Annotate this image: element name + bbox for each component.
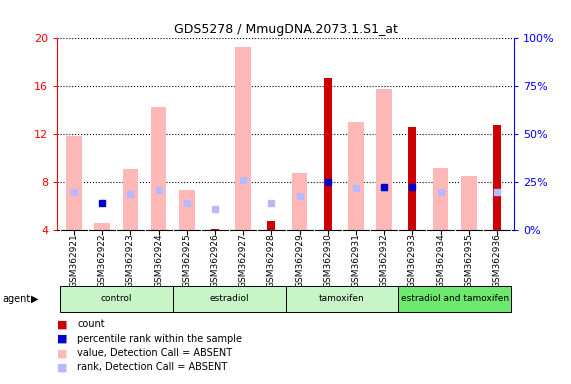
Bar: [94, 223, 110, 230]
Bar: [151, 107, 166, 230]
Bar: [235, 47, 251, 230]
Bar: [348, 122, 364, 230]
Text: tamoxifen: tamoxifen: [319, 294, 365, 303]
Bar: [461, 176, 477, 230]
Text: GSM362921: GSM362921: [70, 233, 79, 288]
Text: GSM362928: GSM362928: [267, 233, 276, 288]
Bar: [292, 173, 307, 230]
FancyBboxPatch shape: [399, 286, 511, 311]
FancyBboxPatch shape: [172, 286, 286, 311]
Text: count: count: [77, 319, 104, 329]
Text: GSM362935: GSM362935: [464, 233, 473, 288]
Bar: [376, 89, 392, 230]
Text: GSM362932: GSM362932: [380, 233, 389, 288]
Bar: [123, 169, 138, 230]
Text: ■: ■: [57, 334, 67, 344]
Text: GSM362927: GSM362927: [239, 233, 248, 288]
Text: GSM362933: GSM362933: [408, 233, 417, 288]
FancyBboxPatch shape: [60, 286, 172, 311]
Text: ■: ■: [57, 348, 67, 358]
Text: GSM362934: GSM362934: [436, 233, 445, 288]
Text: estradiol: estradiol: [210, 294, 249, 303]
Text: value, Detection Call = ABSENT: value, Detection Call = ABSENT: [77, 348, 232, 358]
Text: GSM362936: GSM362936: [492, 233, 501, 288]
Text: GSM362922: GSM362922: [98, 233, 107, 288]
Text: GSM362926: GSM362926: [211, 233, 219, 288]
Text: GSM362923: GSM362923: [126, 233, 135, 288]
Bar: [433, 168, 448, 230]
Bar: [493, 125, 501, 230]
Text: GSM362929: GSM362929: [295, 233, 304, 288]
Text: estradiol and tamoxifen: estradiol and tamoxifen: [401, 294, 509, 303]
Text: percentile rank within the sample: percentile rank within the sample: [77, 334, 242, 344]
Text: GSM362925: GSM362925: [182, 233, 191, 288]
Text: GSM362931: GSM362931: [352, 233, 360, 288]
Bar: [66, 136, 82, 230]
Bar: [267, 221, 275, 230]
Text: ■: ■: [57, 319, 67, 329]
Bar: [324, 78, 332, 230]
Title: GDS5278 / MmugDNA.2073.1.S1_at: GDS5278 / MmugDNA.2073.1.S1_at: [174, 23, 397, 36]
Text: ■: ■: [57, 362, 67, 372]
Text: GSM362930: GSM362930: [323, 233, 332, 288]
Text: agent: agent: [3, 294, 31, 304]
Bar: [179, 190, 195, 230]
Text: ▶: ▶: [31, 294, 39, 304]
Bar: [408, 127, 416, 230]
Text: GSM362924: GSM362924: [154, 233, 163, 288]
FancyBboxPatch shape: [286, 286, 399, 311]
Bar: [211, 229, 219, 230]
Text: rank, Detection Call = ABSENT: rank, Detection Call = ABSENT: [77, 362, 227, 372]
Text: control: control: [100, 294, 132, 303]
